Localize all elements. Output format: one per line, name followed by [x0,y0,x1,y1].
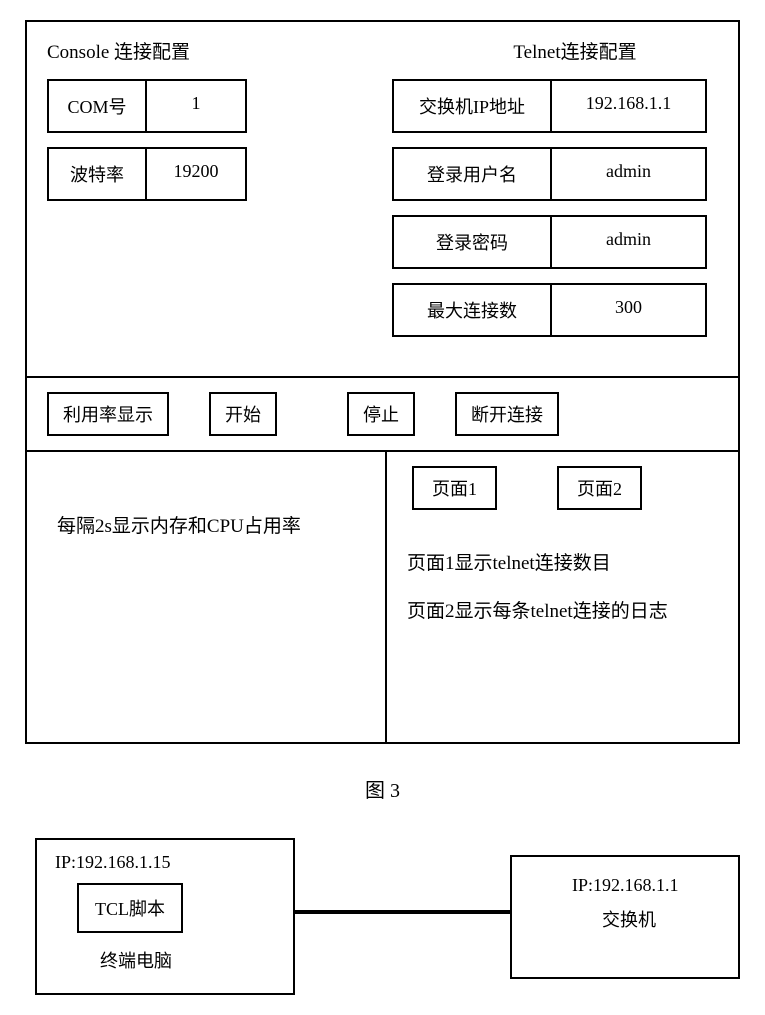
top-config-section: Console 连接配置 COM号 1 波特率 19200 Telnet连接配置… [27,22,738,378]
console-title: Console 连接配置 [47,37,352,64]
stop-button[interactable]: 停止 [347,392,415,436]
page1-desc: 页面1显示telnet连接数目 [407,540,718,588]
start-button[interactable]: 开始 [209,392,277,436]
console-config-column: Console 连接配置 COM号 1 波特率 19200 [27,22,372,376]
baud-field-row: 波特率 19200 [47,147,352,201]
com-value[interactable]: 1 [147,79,247,133]
bottom-section: 每隔2s显示内存和CPU占用率 页面1 页面2 页面1显示telnet连接数目 … [27,452,738,742]
terminal-pc-box: IP:192.168.1.15 TCL脚本 终端电脑 [35,838,295,995]
page2-desc: 页面2显示每条telnet连接的日志 [407,588,718,636]
terminal-label: 终端电脑 [100,947,275,973]
switch-label: 交换机 [602,906,718,932]
network-diagram: IP:192.168.1.15 TCL脚本 终端电脑 IP:192.168.1.… [25,838,740,995]
config-panel: Console 连接配置 COM号 1 波特率 19200 Telnet连接配置… [25,20,740,744]
max-field-row: 最大连接数 300 [392,283,718,337]
terminal-ip: IP:192.168.1.15 [55,852,275,873]
com-field-row: COM号 1 [47,79,352,133]
user-value[interactable]: admin [552,147,707,201]
disconnect-button[interactable]: 断开连接 [455,392,559,436]
max-value[interactable]: 300 [552,283,707,337]
tab-page1[interactable]: 页面1 [412,466,497,510]
utilization-button[interactable]: 利用率显示 [47,392,169,436]
pass-value[interactable]: admin [552,215,707,269]
baud-value[interactable]: 19200 [147,147,247,201]
network-link-line [295,910,510,914]
switch-box: IP:192.168.1.1 交换机 [510,855,740,979]
user-field-row: 登录用户名 admin [392,147,718,201]
pass-field-row: 登录密码 admin [392,215,718,269]
utilization-panel: 每隔2s显示内存和CPU占用率 [27,452,387,742]
toolbar: 利用率显示 开始 停止 断开连接 [27,378,738,452]
pages-description: 页面1显示telnet连接数目 页面2显示每条telnet连接的日志 [387,520,738,655]
tcl-script-box: TCL脚本 [77,883,183,933]
figure3-caption: 图 3 [25,774,740,803]
pass-label: 登录密码 [392,215,552,269]
telnet-config-column: Telnet连接配置 交换机IP地址 192.168.1.1 登录用户名 adm… [372,22,738,376]
ip-label: 交换机IP地址 [392,79,552,133]
switch-ip: IP:192.168.1.1 [572,875,718,896]
baud-label: 波特率 [47,147,147,201]
utilization-text: 每隔2s显示内存和CPU占用率 [57,512,355,542]
page-tabs: 页面1 页面2 [387,452,738,520]
user-label: 登录用户名 [392,147,552,201]
max-label: 最大连接数 [392,283,552,337]
com-label: COM号 [47,79,147,133]
telnet-title: Telnet连接配置 [432,37,718,64]
ip-field-row: 交换机IP地址 192.168.1.1 [392,79,718,133]
ip-value[interactable]: 192.168.1.1 [552,79,707,133]
pages-panel: 页面1 页面2 页面1显示telnet连接数目 页面2显示每条telnet连接的… [387,452,738,742]
tab-page2[interactable]: 页面2 [557,466,642,510]
